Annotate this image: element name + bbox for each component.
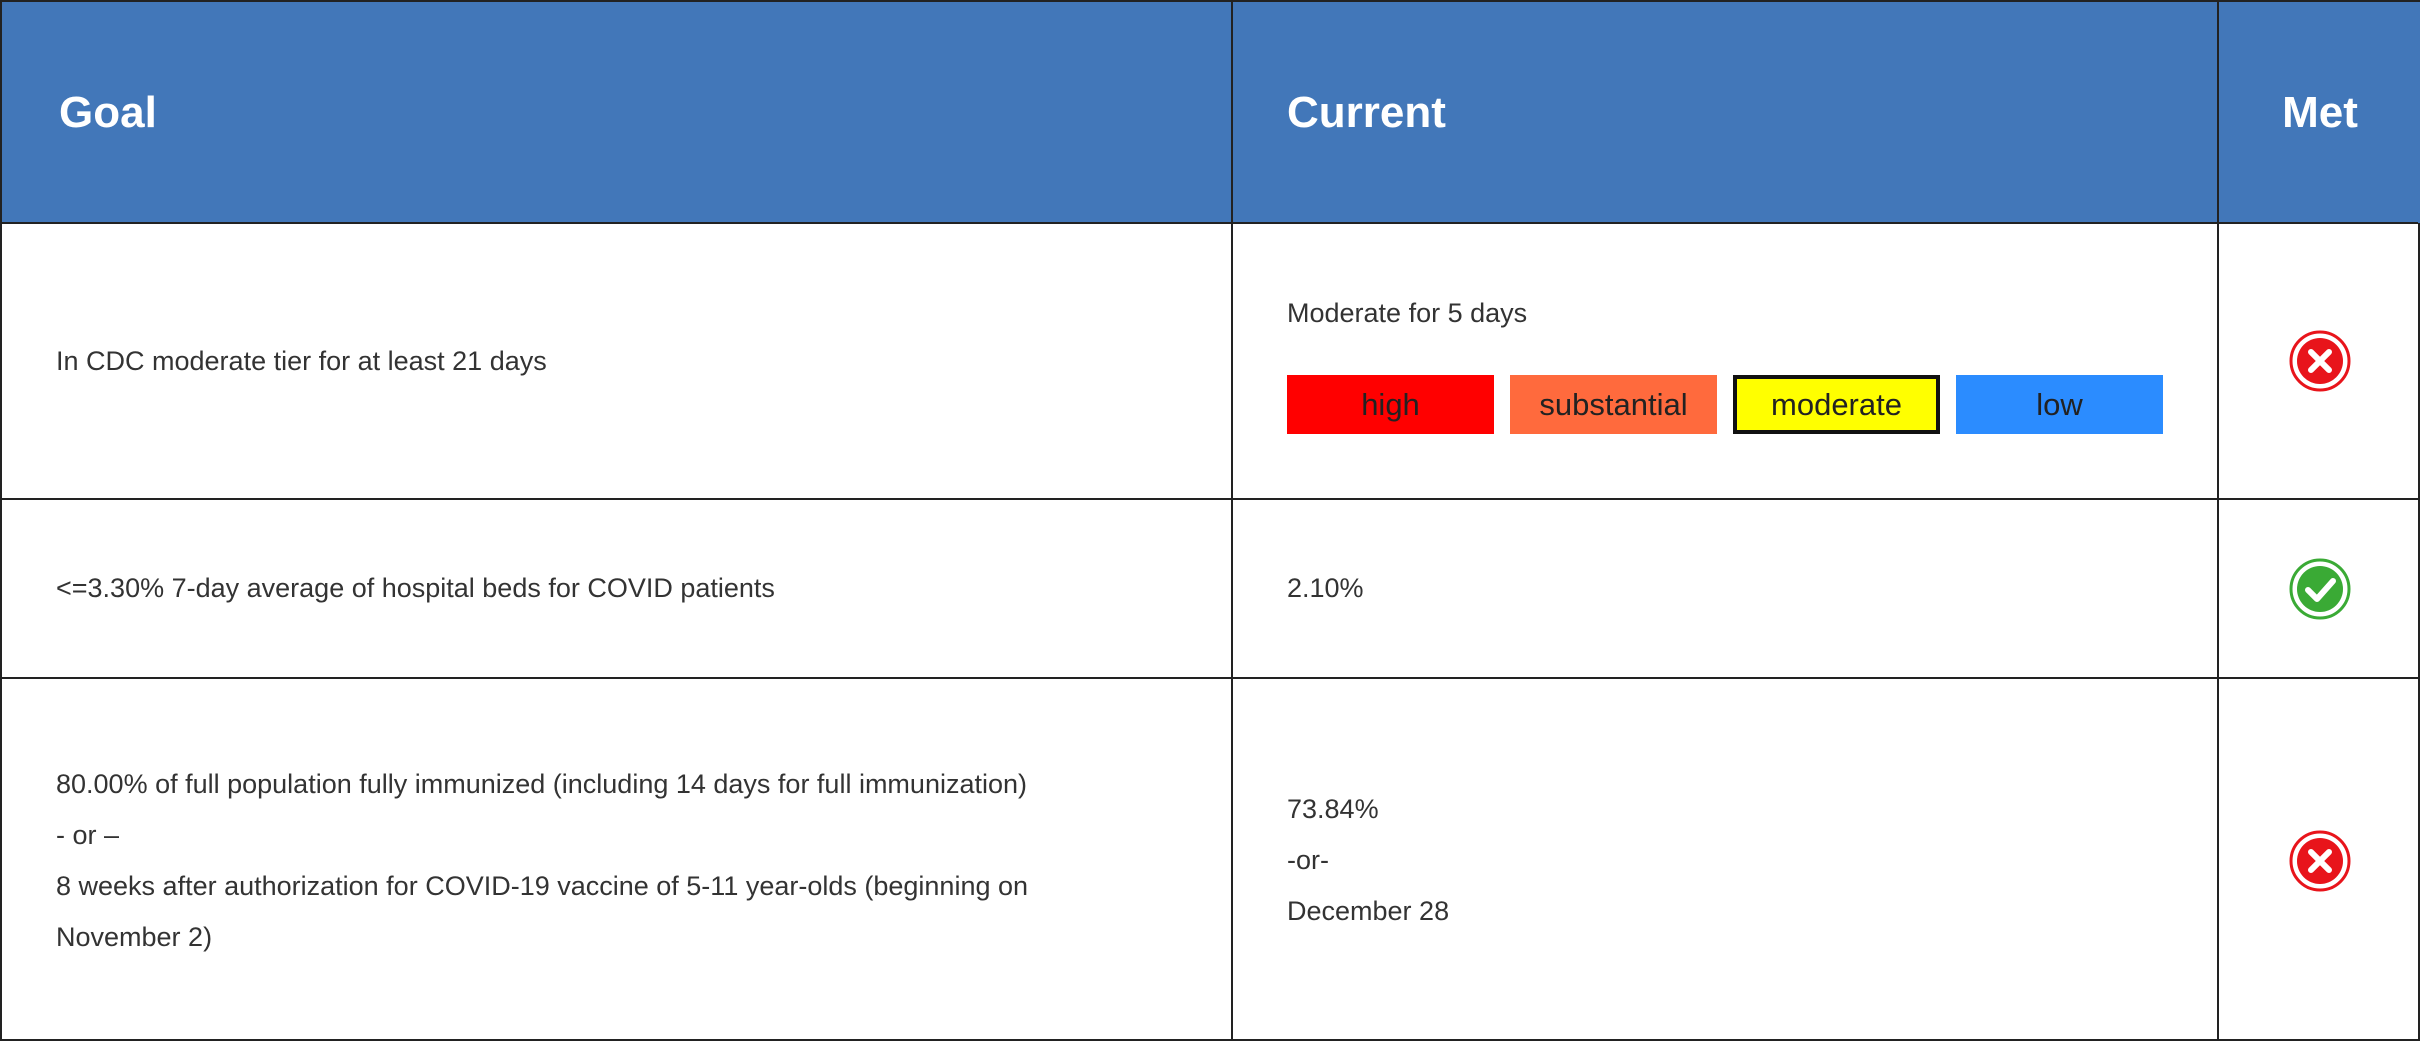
tier-box: low: [1956, 375, 2163, 434]
row-divider: [2, 498, 2418, 500]
tier-legend: high substantial moderate low: [1287, 375, 2178, 434]
current-text: Moderate for 5 days: [1287, 298, 1528, 328]
tier-box: high: [1287, 375, 1494, 434]
goal-text: <=3.30% 7-day average of hospital beds f…: [56, 573, 775, 603]
not-met-icon: [2289, 830, 2351, 891]
row-divider: [2, 677, 2418, 679]
tier-box: moderate: [1733, 375, 1940, 434]
not-met-icon: [2289, 330, 2351, 392]
goal-text: 8 weeks after authorization for COVID-19…: [56, 870, 1029, 952]
current-cell: Moderate for 5 days high substantial modera…: [1232, 223, 2218, 499]
goal-text: In CDC moderate tier for at least 21 day…: [56, 345, 547, 376]
current-text: 73.84%: [1287, 794, 1379, 824]
current-text: 2.10%: [1287, 573, 1364, 603]
header-divider: [2, 222, 2418, 224]
header-goal: Goal: [2, 2, 1232, 223]
current-cell: 73.84% -or- December 28: [1232, 678, 2218, 1043]
header-met: Met: [2218, 2, 2420, 223]
goal-cell: 80.00% of full population fully immunize…: [2, 678, 1232, 1043]
goal-cell: In CDC moderate tier for at least 21 day…: [2, 223, 1232, 499]
header-current: Current: [1232, 2, 2218, 223]
goal-cell: <=3.30% 7-day average of hospital beds f…: [2, 499, 1232, 678]
goal-text: 80.00% of full population fully immunize…: [56, 768, 1027, 799]
column-divider: [1231, 2, 1233, 1039]
current-text: December 28: [1287, 896, 1450, 926]
current-text: -or-: [1287, 845, 1329, 875]
tier-box: substantial: [1510, 375, 1717, 434]
current-cell: 2.10%: [1232, 499, 2218, 678]
goal-text: - or –: [56, 819, 120, 850]
column-divider: [2217, 2, 2219, 1039]
met-icon: [2289, 558, 2351, 619]
